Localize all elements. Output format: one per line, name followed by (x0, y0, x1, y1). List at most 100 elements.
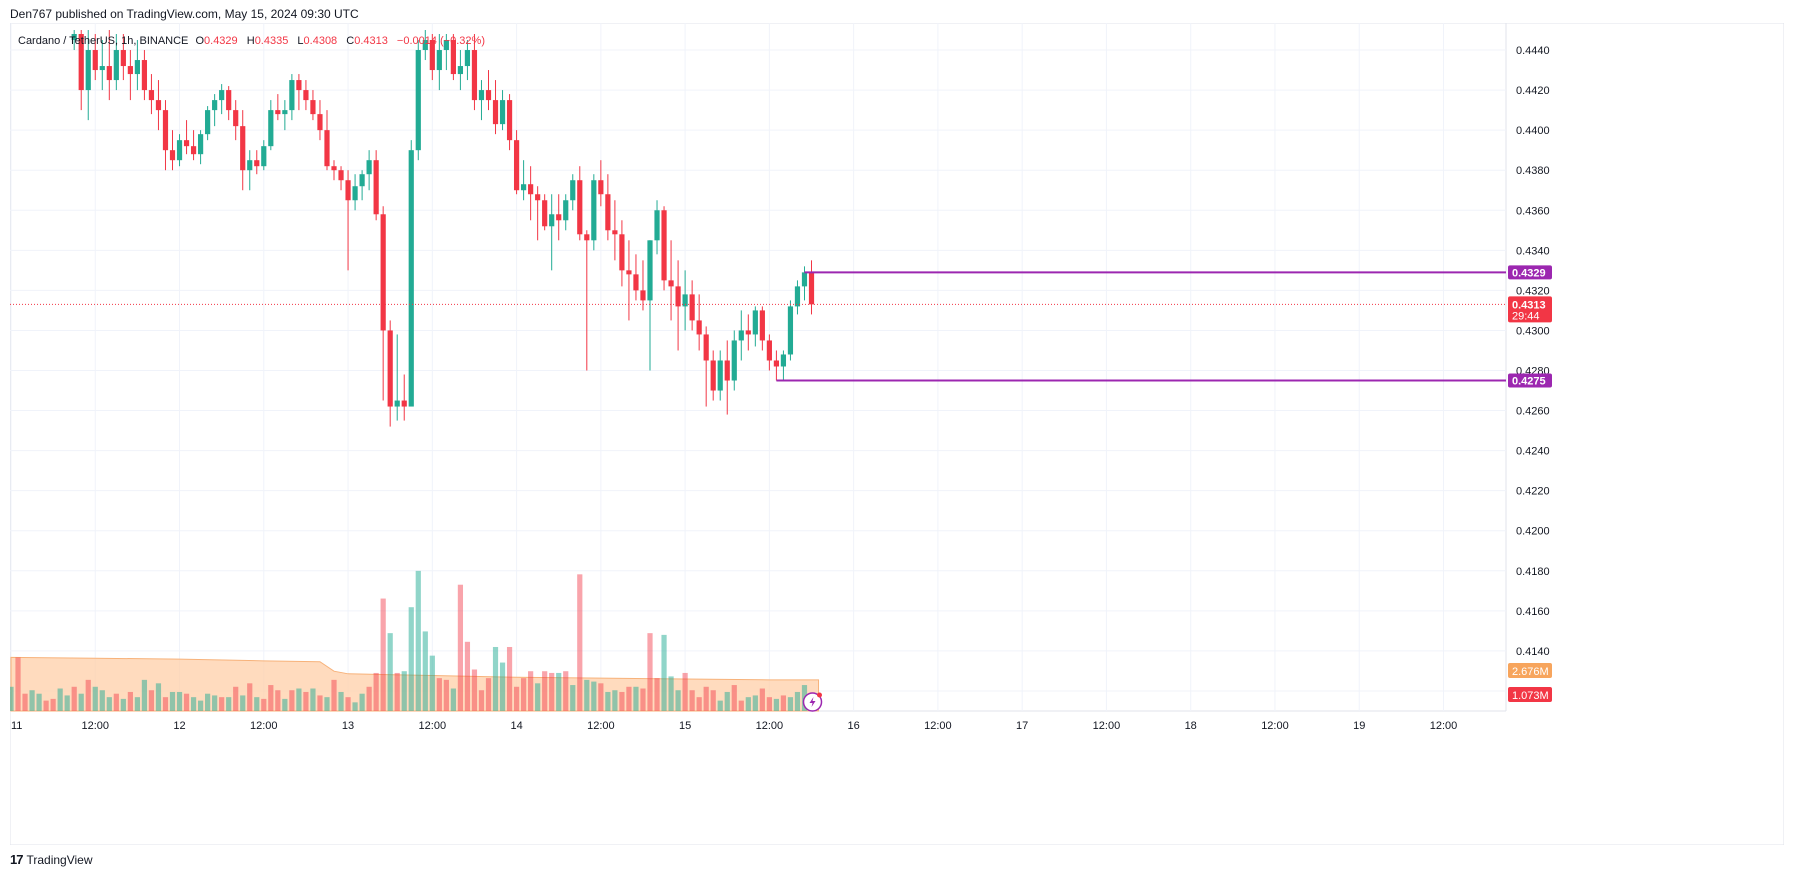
candle-body (296, 80, 302, 91)
volume-bar (731, 685, 737, 711)
candle-body (506, 100, 513, 141)
change-value: −0.0014 (−0.32%) (396, 35, 485, 47)
price-tick-label: 0.4360 (1516, 205, 1550, 217)
candle-body (640, 290, 646, 301)
candle-body (317, 114, 323, 131)
volume-bar (366, 686, 372, 711)
price-tick-label: 0.4180 (1516, 566, 1550, 578)
level-label: 0.4329 (1512, 267, 1546, 279)
countdown-label: 29:44 (1512, 310, 1540, 322)
volume-bar (738, 700, 744, 711)
candle-body (696, 320, 702, 335)
candle-body (352, 186, 358, 201)
candle-body (535, 194, 541, 201)
level-label: 0.4275 (1512, 376, 1546, 388)
price-tick-label: 0.4380 (1516, 165, 1550, 177)
time-tick-label: 18 (1185, 720, 1197, 732)
volume-bar (591, 681, 597, 711)
time-tick-label: 12:00 (756, 720, 784, 732)
volume-bar (626, 686, 632, 711)
volume-bar (443, 679, 449, 711)
candle-body (647, 240, 653, 301)
candle-body (162, 110, 169, 151)
volume-bar (787, 697, 794, 711)
candle-body (183, 140, 190, 147)
volume-bar (338, 691, 344, 711)
volume-bar (268, 685, 274, 711)
volume-bar (563, 671, 569, 711)
footer-logo-text: TradingView (26, 852, 93, 867)
volume-bar (745, 697, 751, 711)
volume-bar (134, 697, 140, 711)
candle-body (689, 294, 695, 321)
volume-bar (408, 607, 414, 711)
candlestick-chart[interactable]: 0.4440 0.4420 0.4400 0.4380 0.4360 0.4340 0.43… (10, 23, 1784, 845)
volume-bar (703, 686, 709, 711)
volume-bar (549, 672, 555, 711)
low-key: L (297, 35, 304, 47)
level-label-bg (1508, 265, 1552, 280)
low-value: 0.4308 (303, 35, 338, 47)
candle-body (724, 360, 730, 381)
candle-body (282, 110, 288, 115)
volume-bar (577, 574, 583, 711)
lightning-bolt-glyph (809, 697, 816, 707)
price-tick-label: 0.4300 (1516, 325, 1550, 337)
candle-body (528, 184, 534, 195)
candle-body (99, 66, 105, 71)
volume-bar (450, 688, 456, 711)
candle-body (212, 100, 218, 111)
volume-bar (36, 693, 42, 711)
volume-bar (43, 700, 49, 711)
volume-bar (535, 683, 541, 711)
volume-bar (668, 676, 674, 711)
price-tick-label: 0.4320 (1516, 285, 1550, 297)
candle-body (542, 200, 548, 227)
volume-bar (492, 646, 499, 711)
candle-body (408, 150, 414, 407)
candle-body (584, 234, 590, 241)
volume-bar (373, 672, 379, 711)
volume-bar (92, 686, 98, 711)
volume-bar (528, 671, 534, 711)
candle-body (148, 90, 155, 101)
candle-body (275, 110, 281, 115)
volume-bar (148, 690, 155, 711)
time-tick-label: 19 (1353, 720, 1365, 732)
candle-body (254, 160, 260, 167)
footer-brand: 17 TradingView (10, 852, 93, 867)
volume-bar (457, 584, 464, 711)
volume-bar (212, 695, 218, 711)
volume-bar (127, 691, 133, 711)
volume-bar (15, 657, 21, 711)
volume-bar (345, 697, 351, 711)
volume-bar (401, 671, 407, 711)
candle-body (401, 400, 407, 407)
candle-body (619, 234, 625, 271)
candle-body (717, 360, 723, 391)
volume-bar (78, 693, 84, 711)
volume-bar (675, 690, 681, 711)
time-tick-label: 12:00 (419, 720, 447, 732)
chart-area[interactable]: 0.4440 0.4420 0.4400 0.4380 0.4360 0.4340 0.43… (10, 23, 1784, 845)
volume-bar (429, 655, 435, 711)
candle-body (155, 100, 162, 111)
volume-bar (275, 690, 281, 711)
time-tick-label: 13 (342, 720, 354, 732)
price-tick-label: 0.4260 (1516, 406, 1550, 418)
candle-body (464, 50, 471, 67)
volume-bar (605, 691, 611, 711)
volume-bar (50, 698, 56, 711)
volume-label-bg (1508, 663, 1552, 678)
symbol-label[interactable]: Cardano / TetherUS, 1h, BINANCE (18, 35, 189, 47)
volume-bar (10, 686, 14, 711)
volume-bar (120, 698, 126, 711)
volume-bar (724, 691, 730, 711)
candle-body (85, 50, 91, 91)
time-tick-label: 16 (848, 720, 860, 732)
candle-body (808, 272, 815, 305)
volume-bar (113, 693, 119, 711)
candle-body (612, 230, 618, 235)
candle-body (549, 214, 555, 227)
event-dot (817, 692, 823, 698)
